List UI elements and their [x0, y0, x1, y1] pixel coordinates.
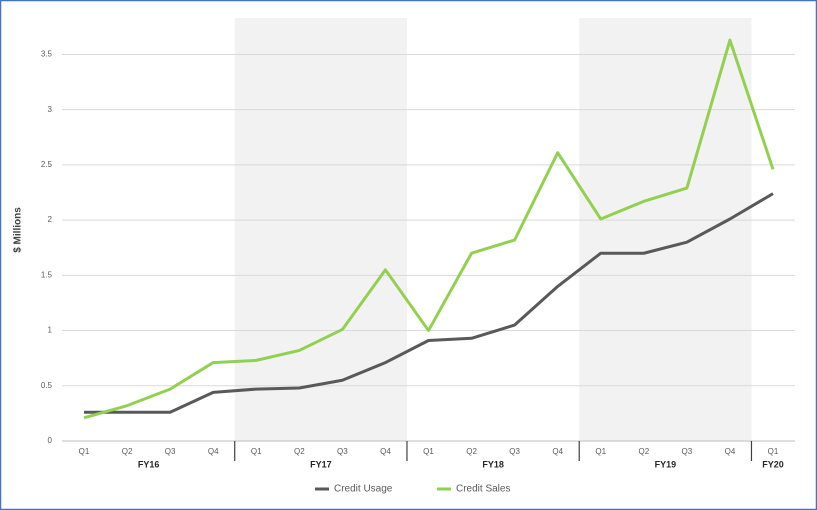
- y-tick-label: 2: [48, 215, 53, 224]
- x-tick-label: Q3: [682, 447, 693, 456]
- x-tick-label: Q3: [165, 447, 176, 456]
- y-tick-label: 0.5: [41, 381, 53, 390]
- group-label: FY19: [655, 459, 677, 469]
- x-tick-label: Q4: [725, 447, 736, 456]
- x-tick-label: Q2: [466, 447, 477, 456]
- x-tick-label: Q2: [294, 447, 305, 456]
- y-tick-label: 3: [48, 105, 53, 114]
- x-tick-label: Q1: [79, 447, 90, 456]
- group-band: [579, 18, 752, 441]
- group-label: FY18: [482, 459, 504, 469]
- x-tick-label: Q1: [251, 447, 262, 456]
- series-line: [83, 38, 775, 420]
- y-tick-label: 2.5: [41, 160, 53, 169]
- x-tick-label: Q1: [595, 447, 606, 456]
- x-tick-label: Q1: [768, 447, 779, 456]
- legend-label: Credit Sales: [456, 484, 510, 495]
- x-tick-label: Q4: [208, 447, 219, 456]
- x-tick-label: Q2: [122, 447, 133, 456]
- legend-label: Credit Usage: [334, 484, 393, 495]
- y-tick-label: 1.5: [41, 270, 53, 279]
- x-tick-label: Q2: [638, 447, 649, 456]
- group-band: [234, 18, 407, 441]
- group-label: FY17: [310, 459, 332, 469]
- y-tick-label: 0: [48, 436, 53, 445]
- x-tick-label: Q1: [423, 447, 434, 456]
- y-tick-label: 3.5: [41, 50, 53, 59]
- y-tick-label: 1: [48, 326, 53, 335]
- x-tick-label: Q4: [380, 447, 391, 456]
- y-axis-label: $ Millions: [13, 207, 24, 253]
- x-tick-label: Q4: [552, 447, 563, 456]
- series-line: [84, 192, 774, 414]
- x-tick-label: Q3: [509, 447, 520, 456]
- x-tick-label: Q3: [337, 447, 348, 456]
- group-label: FY20: [762, 459, 784, 469]
- group-label: FY16: [138, 459, 160, 469]
